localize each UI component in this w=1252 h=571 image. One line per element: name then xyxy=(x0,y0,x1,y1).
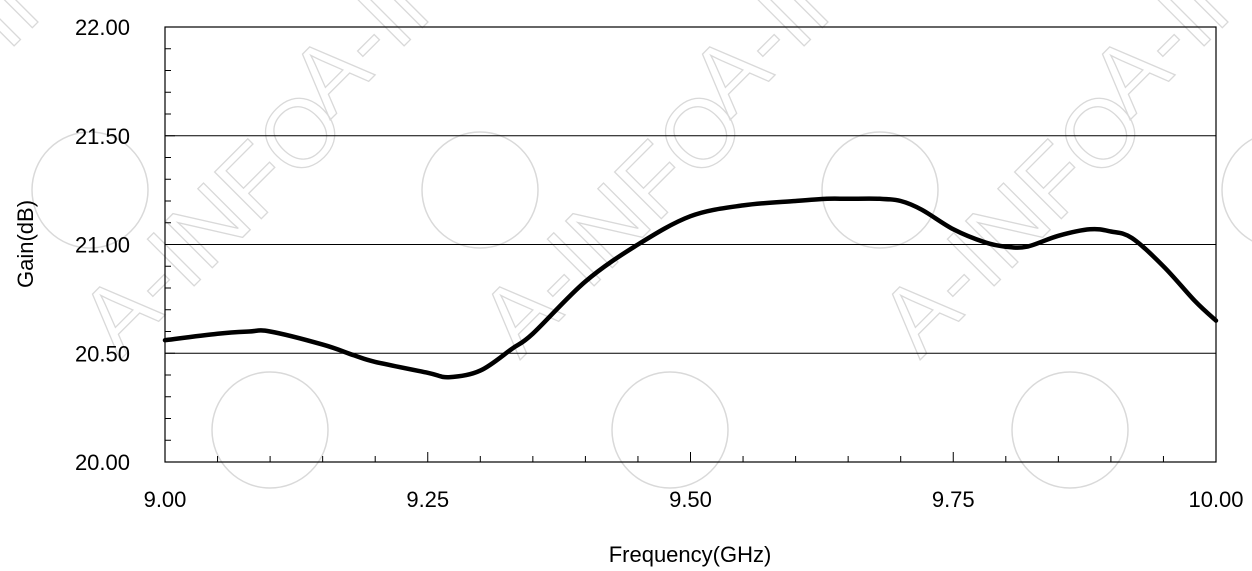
x-axis-title: Frequency(GHz) xyxy=(609,542,772,567)
y-tick-label: 21.00 xyxy=(75,233,130,258)
watermark-text: A-INFO xyxy=(459,69,765,375)
x-tick-label: 9.00 xyxy=(144,487,187,512)
axis-tick-labels: 9.00 9.25 9.50 9.75 10.00 20.00 20.50 21.00 21.5… xyxy=(75,15,1244,512)
watermark-circle xyxy=(31,131,149,249)
y-tick-label: 21.50 xyxy=(75,124,130,149)
watermark-circle xyxy=(211,371,329,489)
watermark-circle xyxy=(611,371,729,489)
watermark-circle xyxy=(1221,138,1252,242)
gain-series-line xyxy=(162,196,1219,380)
y-tick-label: 20.50 xyxy=(75,341,130,366)
y-tick-label: 22.00 xyxy=(75,15,130,40)
y-tick-label: 20.00 xyxy=(75,450,130,475)
watermark-text: A-INFO xyxy=(859,69,1165,375)
x-tick-label: 9.75 xyxy=(932,487,975,512)
gridlines xyxy=(165,135,1216,354)
watermark-circle xyxy=(421,131,539,249)
x-tick-label: 9.50 xyxy=(669,487,712,512)
y-axis-title: Gain(dB) xyxy=(13,200,38,288)
watermark-circle xyxy=(1011,371,1129,489)
x-tick-label: 9.25 xyxy=(406,487,449,512)
axis-ticks xyxy=(164,26,1217,463)
watermark-text: A-INFO xyxy=(59,69,365,375)
watermark-circle xyxy=(821,131,939,249)
x-tick-label: 10.00 xyxy=(1188,487,1243,512)
